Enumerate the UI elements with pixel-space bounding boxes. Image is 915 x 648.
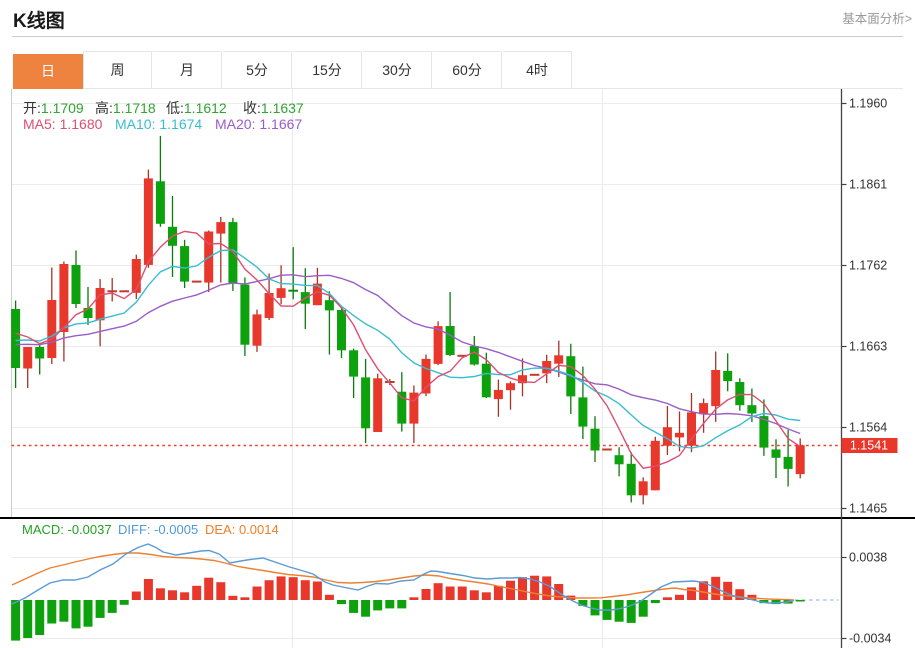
svg-text:-0.0034: -0.0034 [849, 632, 891, 646]
svg-text:1.1861: 1.1861 [849, 178, 887, 192]
svg-text:1.1762: 1.1762 [849, 259, 887, 273]
svg-text:1.1663: 1.1663 [849, 340, 887, 354]
svg-text:1.1465: 1.1465 [849, 502, 887, 516]
svg-text:0.0038: 0.0038 [849, 551, 887, 565]
svg-text:1.1564: 1.1564 [849, 421, 887, 435]
svg-text:1.1541: 1.1541 [850, 439, 888, 453]
svg-text:1.1960: 1.1960 [849, 97, 887, 111]
